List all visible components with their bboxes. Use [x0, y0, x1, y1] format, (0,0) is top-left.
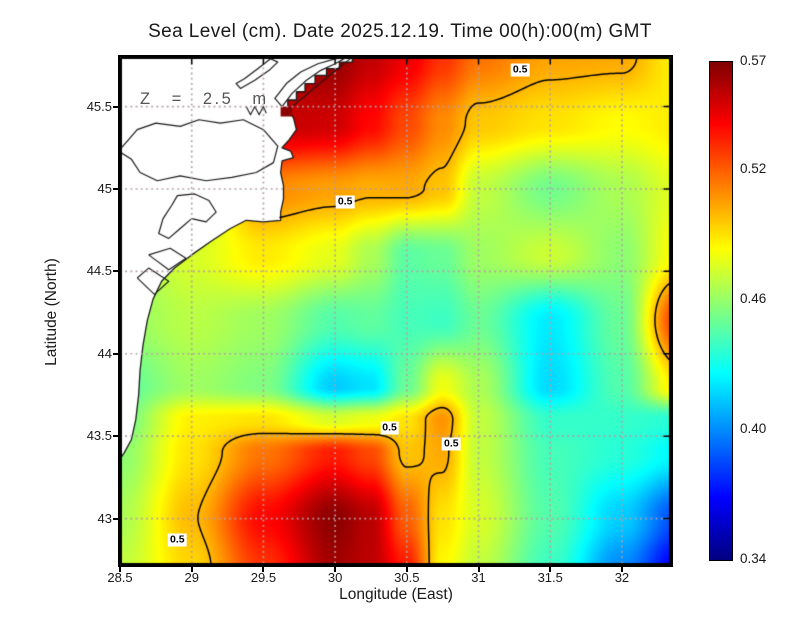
contour-value-label: 0.5 — [510, 63, 530, 77]
x-axis-label: Longitude (East) — [339, 586, 453, 603]
map-plot — [118, 55, 673, 567]
y-tick-label: 43.5 — [86, 428, 112, 444]
colorbar — [709, 61, 733, 561]
y-tick-label: 43 — [97, 510, 112, 526]
x-tick-label: 30.5 — [394, 570, 420, 585]
x-tick-label: 29 — [184, 570, 199, 585]
y-axis-label: Latitude (North) — [43, 258, 60, 366]
y-tick-label: 44.5 — [86, 263, 112, 279]
y-tick-mark — [113, 105, 118, 108]
y-tick-label: 44 — [97, 345, 112, 361]
y-tick-mark — [113, 352, 118, 355]
contour-value-label: 0.5 — [335, 195, 355, 209]
x-tick-mark — [119, 567, 121, 572]
x-tick-label: 30 — [327, 570, 343, 585]
x-tick-label: 31.5 — [537, 570, 563, 585]
colorbar-tick-label: 0.40 — [740, 421, 767, 437]
x-tick-label: 28.5 — [107, 570, 133, 585]
x-tick-mark — [549, 567, 552, 572]
x-tick-label: 32 — [614, 570, 630, 585]
page-title: Sea Level (cm). Date 2025.12.19. Time 00… — [148, 21, 652, 42]
y-tick-mark — [113, 517, 118, 520]
y-tick-mark — [113, 187, 118, 190]
y-tick-mark — [113, 435, 118, 438]
colorbar-tick-label: 0.34 — [740, 551, 767, 566]
x-tick-label: 31 — [471, 570, 486, 585]
sea-level-heatmap-canvas — [120, 57, 671, 565]
colorbar-tick-label: 0.46 — [740, 291, 767, 307]
contour-value-label: 0.5 — [380, 421, 399, 435]
colorbar-tick-label: 0.52 — [740, 161, 767, 177]
x-tick-mark — [262, 567, 265, 572]
y-tick-mark — [113, 270, 118, 273]
y-tick-label: 45 — [97, 180, 112, 196]
y-tick-label: 45.5 — [86, 98, 112, 114]
x-tick-mark — [405, 567, 408, 572]
contour-value-label: 0.5 — [441, 437, 461, 451]
depth-annotation: Z = 2.5 m — [140, 90, 269, 108]
x-tick-mark — [477, 567, 480, 572]
x-tick-mark — [620, 567, 623, 572]
x-tick-mark — [334, 567, 337, 572]
colorbar-tick-label: 0.57 — [740, 53, 767, 68]
contour-value-label: 0.5 — [168, 533, 187, 547]
x-tick-mark — [190, 567, 193, 572]
x-tick-label: 29.5 — [250, 570, 277, 585]
